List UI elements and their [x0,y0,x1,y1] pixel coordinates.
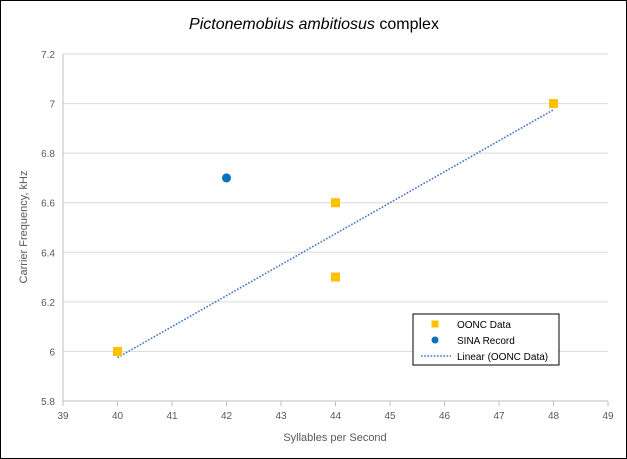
x-tick-label: 42 [221,411,233,422]
legend-sina-label: SINA Record [457,336,515,347]
oonc-data-point [331,198,340,208]
legend-trendline-label: Linear (OONC Data) [457,352,548,363]
y-tick-label: 5.8 [41,397,55,408]
y-tick-label: 6.4 [41,248,55,259]
sina-record-point [222,173,231,183]
legend-sina-marker [431,336,439,344]
x-tick-label: 49 [602,411,614,422]
legend-oonc-marker [431,320,439,328]
y-tick-label: 6.8 [41,149,55,160]
tick-labels: 5.8 6 6.2 6.4 6.6 6.8 7 7.2 39 40 41 42 43 44 45 46 47 48… [41,50,614,422]
x-tick-label: 41 [166,411,178,422]
x-tick-label: 46 [439,411,451,422]
axes [62,54,609,406]
x-tick-label: 47 [493,411,505,422]
x-tick-label: 39 [57,411,69,422]
y-tick-label: 7.2 [41,50,55,61]
y-axis-label: Carrier Frequency, kHz [18,171,30,284]
y-tick-label: 6.2 [41,298,55,309]
data-points [113,99,558,356]
legend-oonc-label: OONC Data [457,320,511,331]
trendline-oonc [117,109,554,359]
y-tick-label: 7 [49,100,55,111]
trendline-layer [117,109,554,359]
chart-title-italic: Pictonemobius ambitiosus [189,16,375,33]
x-tick-label: 45 [384,411,396,422]
oonc-data-point [549,99,558,109]
y-tick-label: 6.6 [41,199,55,210]
oonc-data-point [331,272,340,282]
legend: OONC Data SINA Record Linear (OONC Data) [412,313,560,366]
x-tick-label: 48 [548,411,560,422]
y-tick-label: 6 [49,347,55,358]
chart-title-rest: complex [375,16,439,33]
chart-title: Pictonemobius ambitiosus complex [189,16,439,33]
oonc-data-point [113,346,122,356]
x-tick-label: 43 [275,411,287,422]
x-tick-label: 44 [330,411,342,422]
x-tick-label: 40 [112,411,124,422]
x-axis-label: Syllables per Second [283,432,386,444]
